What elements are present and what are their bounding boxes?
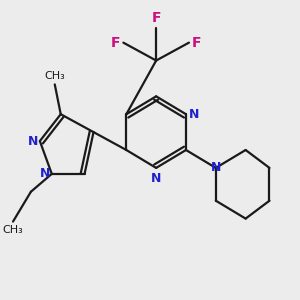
Text: N: N — [189, 108, 199, 121]
Text: F: F — [111, 36, 120, 50]
Text: CH₃: CH₃ — [44, 71, 65, 81]
Text: CH₃: CH₃ — [3, 225, 23, 235]
Text: N: N — [40, 167, 50, 180]
Text: N: N — [211, 161, 221, 174]
Text: N: N — [151, 172, 161, 185]
Text: F: F — [192, 36, 201, 50]
Text: F: F — [152, 11, 161, 25]
Text: N: N — [28, 135, 38, 148]
